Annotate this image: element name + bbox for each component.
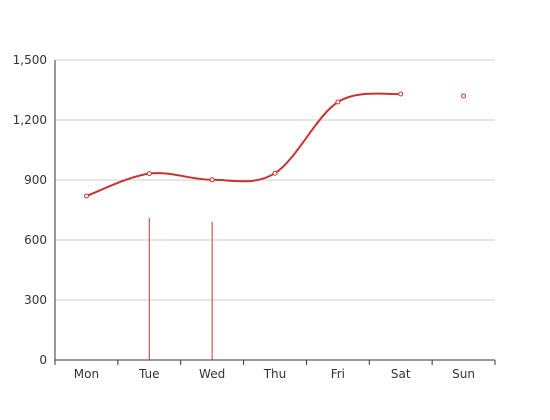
y-tick-label: 1,200	[13, 113, 47, 127]
x-tick-label: Fri	[331, 367, 345, 381]
y-tick-label: 1,500	[13, 53, 47, 67]
y-tick-label: 600	[24, 233, 47, 247]
x-tick-label: Sun	[452, 367, 475, 381]
data-point	[461, 93, 467, 99]
series-line	[86, 92, 401, 197]
x-axis-ticks	[54, 360, 496, 365]
data-point	[83, 193, 89, 199]
y-axis-tick-labels: 0 300 600 900 1,200 1,500	[13, 53, 47, 367]
data-point	[272, 170, 278, 176]
data-points	[83, 91, 467, 199]
x-tick-label: Sat	[391, 367, 411, 381]
data-point	[335, 99, 341, 105]
y-tick-label: 900	[24, 173, 47, 187]
x-tick-label: Mon	[74, 367, 99, 381]
x-tick-label: Thu	[263, 367, 287, 381]
bar-series	[148, 218, 213, 360]
y-tick-label: 0	[39, 353, 47, 367]
data-point	[209, 177, 215, 183]
axes	[54, 60, 495, 361]
x-axis-tick-labels: Mon Tue Wed Thu Fri Sat Sun	[74, 367, 475, 381]
x-tick-label: Wed	[199, 367, 225, 381]
data-point	[146, 171, 152, 177]
data-point	[398, 91, 404, 97]
gridlines	[55, 59, 495, 301]
y-tick-label: 300	[24, 293, 47, 307]
x-tick-label: Tue	[138, 367, 160, 381]
